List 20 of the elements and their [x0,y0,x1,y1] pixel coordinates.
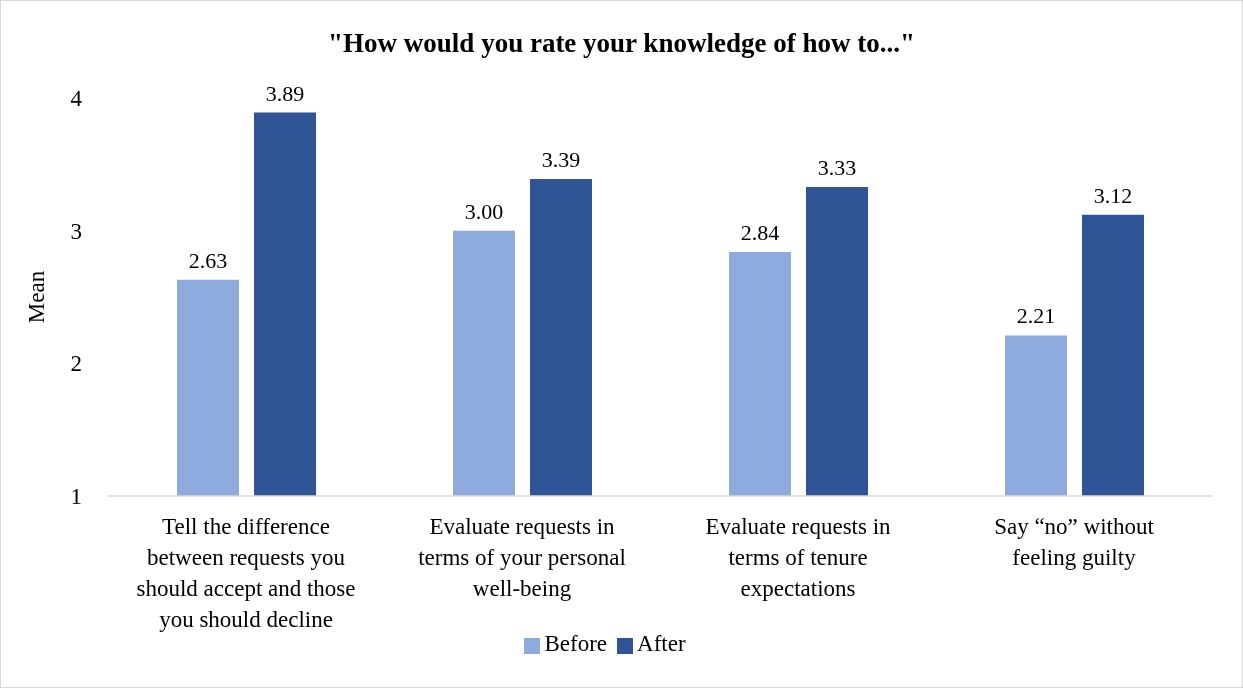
x-tick-label: Say “no” without feeling guilty [994,514,1155,570]
y-tick-label: 4 [70,86,83,112]
x-tick-label: Tell the difference between requests you should accept and those you should decline [136,514,356,632]
data-label: 3.00 [464,198,504,224]
data-label: 3.89 [265,80,305,106]
data-label: 2.21 [1016,303,1056,329]
data-label: 3.12 [1093,182,1133,208]
data-label: 2.63 [188,247,228,273]
legend-label: Before [544,631,608,656]
chart-title: "How would you rate your knowledge of how to..." [327,28,916,59]
y-tick-label: 3 [70,218,82,244]
x-tick-label: Evaluate requests in terms of your personal well-being [418,514,626,601]
data-label: 3.39 [541,146,581,172]
y-tick-label: 2 [70,351,82,377]
data-label: 2.84 [740,219,780,245]
legend-label: After [637,631,686,656]
y-tick-label: 1 [70,484,82,510]
y-axis-title: Mean [24,270,50,324]
x-tick-label: Evaluate requests in terms of tenure expectations [705,514,892,601]
data-label: 3.33 [817,154,857,180]
